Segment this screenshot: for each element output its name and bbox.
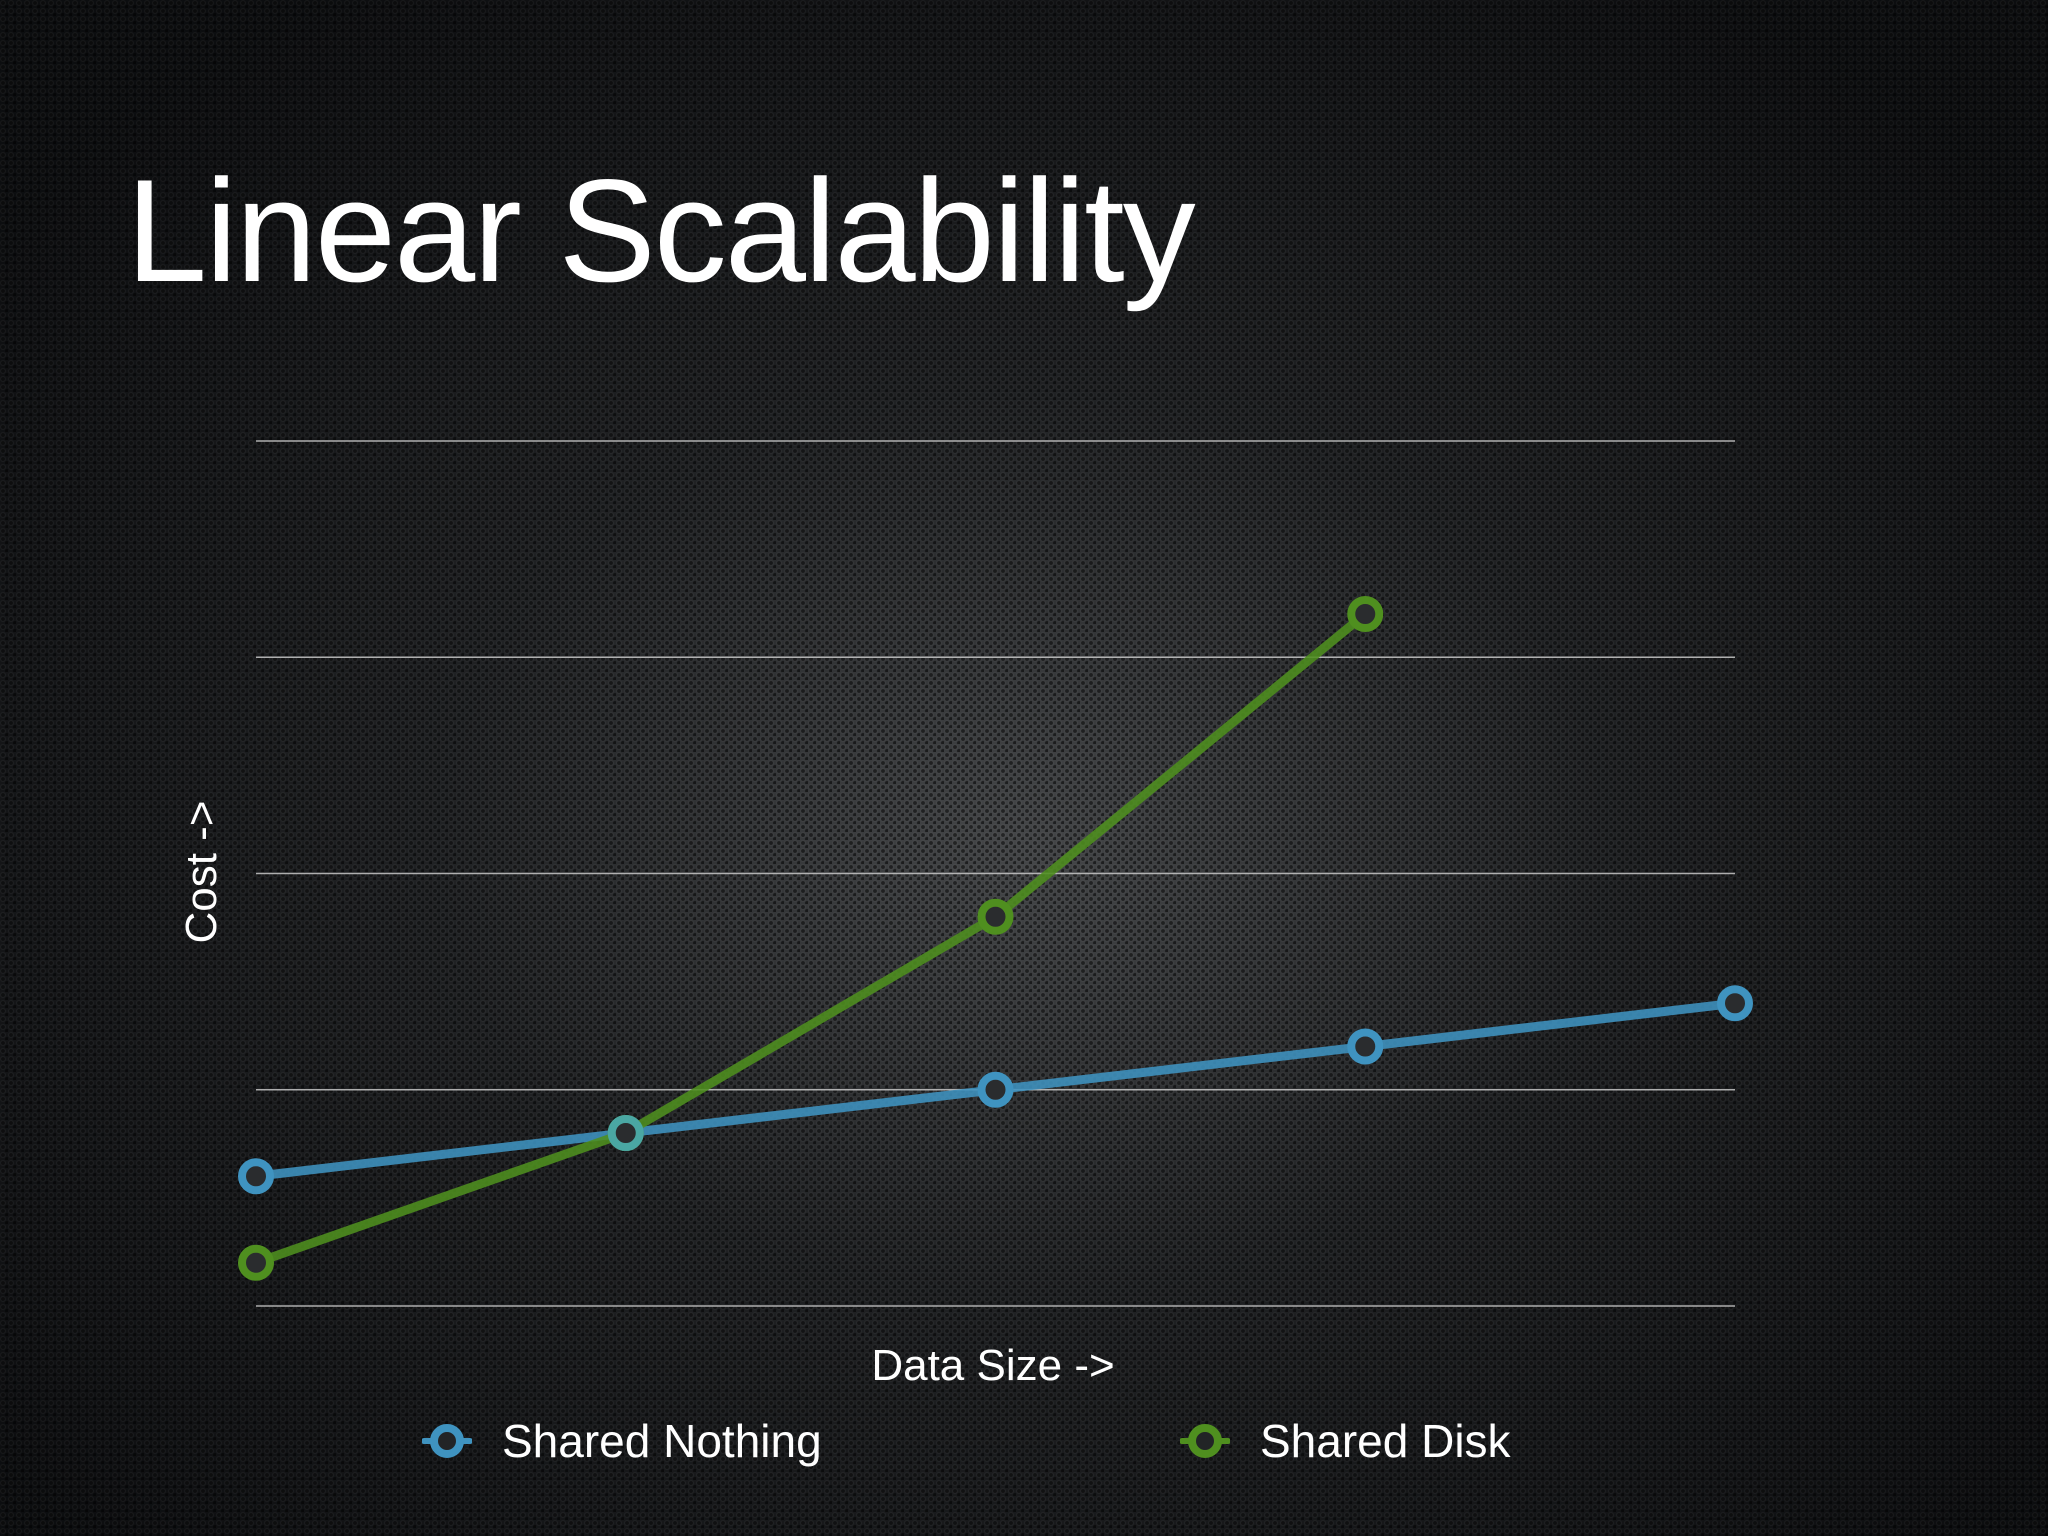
data-point-shared-disk [1347,596,1384,632]
data-point-intersection [607,1115,644,1151]
slide-title: Linear Scalability [126,149,1196,312]
legend-item-shared-disk: Shared Disk [1180,1410,1511,1472]
y-axis-label: Cost -> [177,800,226,943]
series-markers [238,596,1753,1281]
data-point-shared-disk [238,1244,274,1281]
legend-marker-shared-disk-icon [1180,1424,1230,1458]
x-axis-label: Data Size -> [871,1341,1114,1390]
data-point-shared-nothing [238,1158,274,1195]
data-point-shared-nothing [1347,1028,1384,1065]
series-lines [251,609,1740,1268]
data-point-shared-nothing [977,1071,1014,1108]
legend-item-shared-nothing: Shared Nothing [422,1410,822,1472]
gridlines [256,440,1735,1307]
data-point-shared-disk [977,898,1014,935]
data-point-shared-nothing [1717,985,1753,1022]
legend-label-shared-nothing: Shared Nothing [502,1415,822,1467]
legend-marker-shared-nothing-icon [422,1424,472,1458]
legend-label-shared-disk: Shared Disk [1260,1415,1511,1467]
series-line-shared-disk [251,609,1370,1268]
